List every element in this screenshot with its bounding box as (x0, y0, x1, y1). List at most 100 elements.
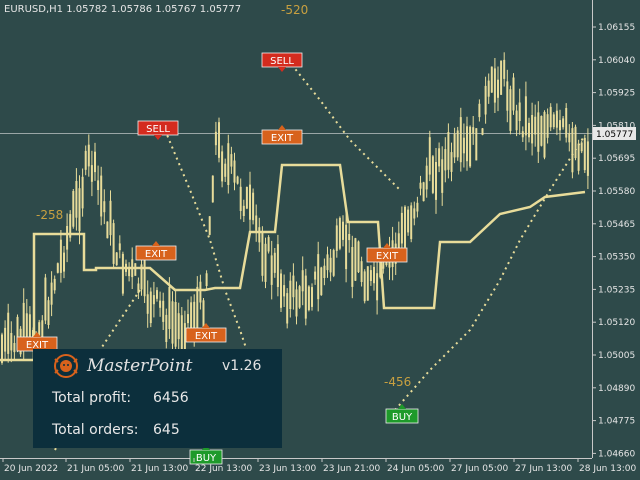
candle-body (168, 287, 171, 329)
candle-body (162, 300, 165, 322)
trade-result-1: -520 (281, 3, 308, 17)
exit-signal-marker[interactable]: EXIT (366, 243, 408, 263)
exit-signal-marker[interactable]: EXIT (261, 125, 303, 145)
candle-body (348, 234, 351, 241)
candle-body (286, 293, 289, 324)
candle-body (267, 237, 270, 252)
candle-body (419, 182, 422, 189)
exit-marker-label: EXIT (376, 251, 399, 262)
candle-body (376, 273, 379, 301)
candle-body (574, 126, 577, 159)
exit-arrow-icon (202, 323, 210, 328)
exit-signal-marker[interactable]: EXIT (185, 323, 227, 343)
time-tick-label: 28 Jun 13:00 (579, 464, 636, 474)
candle-body (230, 154, 233, 167)
time-axis[interactable]: 20 Jun 2022 21 Jun 05:00 21 Jun 13:00 22 Ju… (2, 458, 636, 474)
time-tick-label: 23 Jun 13:00 (259, 464, 316, 474)
candle-body (555, 110, 558, 128)
candle-body (38, 322, 41, 342)
candle-body (75, 181, 78, 218)
candle-body (543, 111, 546, 158)
candle-body (152, 295, 155, 305)
candle-body (521, 131, 524, 138)
total-orders-label: Total orders: (52, 422, 139, 438)
trade-result-3: -456 (384, 375, 411, 389)
candle-body (81, 176, 84, 209)
buy-signal-marker[interactable]: BUY (189, 445, 223, 465)
candle-body (459, 117, 462, 163)
candle-body (44, 277, 47, 321)
candle-body (205, 273, 208, 286)
candles-layer (1, 52, 589, 367)
price-tick-label: 1.05120 (598, 318, 635, 328)
candle-body (323, 265, 326, 278)
buy-marker-label: BUY (196, 453, 217, 464)
sell-signal-marker[interactable]: SELL (137, 120, 179, 140)
candle-body (280, 273, 282, 308)
buy-arrow-icon (398, 404, 406, 409)
candle-body (490, 66, 493, 93)
exit-marker-label: EXIT (26, 340, 49, 351)
candle-body (304, 275, 307, 319)
candle-body (66, 226, 69, 250)
candle-body (233, 160, 236, 183)
candle-body (369, 270, 372, 281)
candle-body (428, 137, 431, 175)
candle-body (431, 156, 434, 193)
candle-body (227, 143, 230, 185)
candle-body (528, 122, 530, 138)
candle-body (242, 205, 245, 216)
candle-body (298, 286, 301, 308)
candle-body (10, 333, 13, 351)
exit-marker-label: EXIT (145, 249, 168, 260)
price-axis[interactable]: 1.06155 1.06040 1.05925 1.05810 1.05695 1.055… (592, 23, 635, 459)
total-orders-value: 645 (153, 422, 180, 438)
price-tick-label: 1.05005 (598, 351, 635, 361)
candle-body (335, 225, 338, 251)
exit-signal-marker[interactable]: EXIT (16, 332, 58, 352)
time-tick-label: 24 Jun 05:00 (387, 464, 444, 474)
candle-body (512, 77, 515, 111)
candle-body (518, 102, 521, 121)
candle-body (202, 300, 205, 333)
candle-body (400, 212, 403, 244)
candle-body (63, 252, 65, 272)
candle-body (196, 286, 199, 329)
price-tick-label: 1.05465 (598, 220, 635, 230)
exit-arrow-icon (33, 332, 41, 337)
candle-body (456, 130, 459, 158)
price-tick-label: 1.05695 (598, 154, 635, 164)
candle-body (137, 283, 140, 293)
candle-body (72, 191, 75, 227)
price-tick-label: 1.05810 (598, 121, 635, 131)
candle-body (258, 227, 261, 243)
candle-body (177, 313, 180, 340)
price-tick-label: 1.05580 (598, 187, 635, 197)
candle-body (87, 144, 90, 167)
exit-signal-marker[interactable]: EXIT (135, 241, 177, 261)
candle-body (450, 152, 453, 172)
candle-body (583, 137, 586, 171)
candle-body (171, 301, 174, 344)
candle-body (224, 163, 227, 177)
candle-body (245, 187, 248, 209)
sell-signal-marker[interactable]: SELL (261, 52, 303, 72)
candle-body (577, 143, 580, 171)
candle-body (382, 256, 385, 269)
candle-body (221, 151, 224, 182)
candle-body (586, 141, 589, 176)
candle-body (580, 142, 583, 152)
candle-body (307, 286, 310, 311)
candle-body (16, 316, 19, 350)
exit-marker-label: EXIT (195, 331, 218, 342)
buy-signal-marker[interactable]: BUY (385, 404, 419, 424)
candle-body (211, 175, 214, 203)
candle-body (121, 253, 124, 294)
candle-body (199, 281, 202, 303)
brand: MasterPoint (53, 353, 193, 379)
candle-body (4, 327, 7, 352)
candle-body (183, 323, 186, 355)
candle-body (292, 275, 295, 298)
price-tick-label: 1.04775 (598, 417, 635, 427)
candle-body (317, 254, 320, 300)
